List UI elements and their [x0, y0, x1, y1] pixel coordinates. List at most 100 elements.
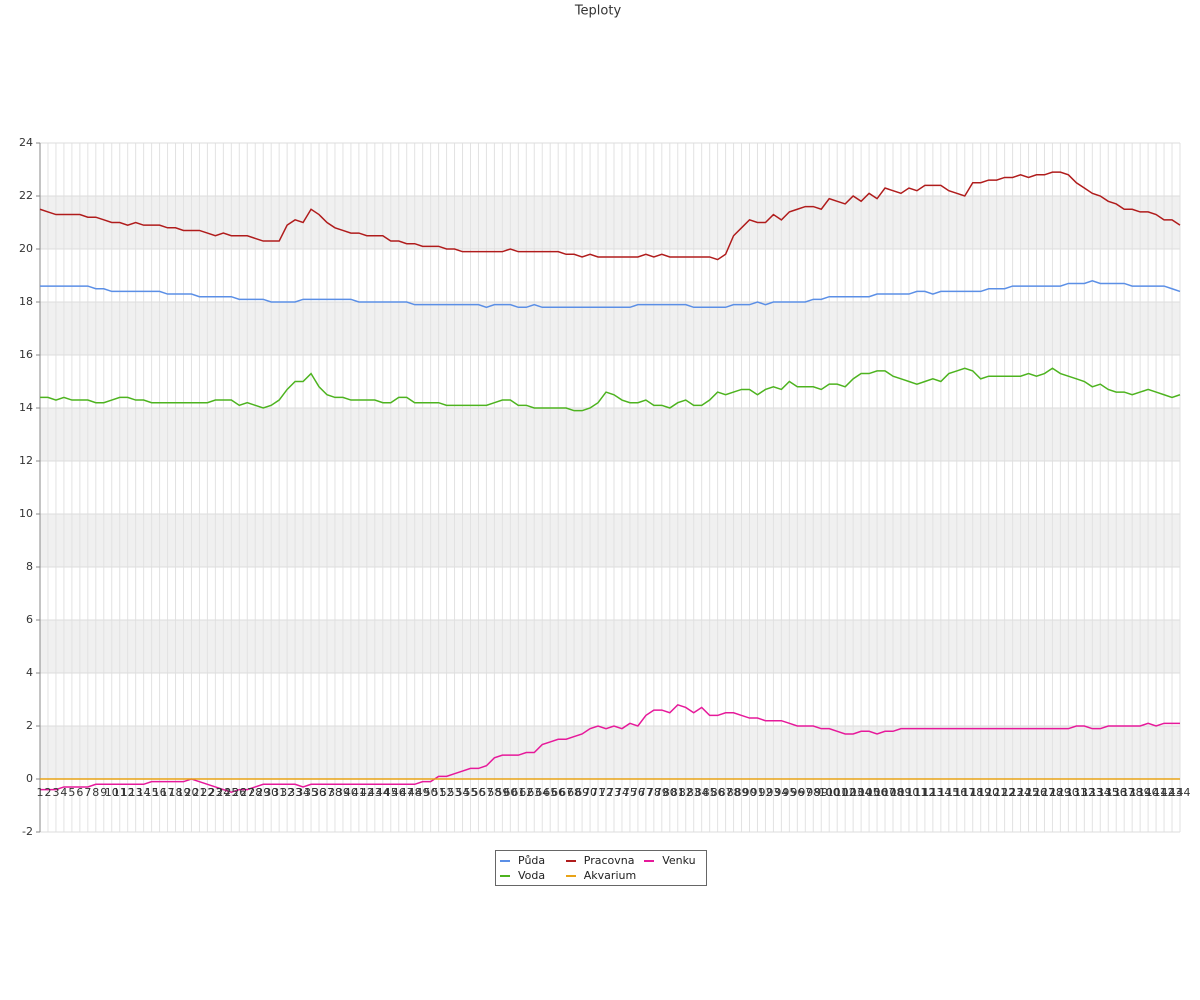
x-tick-label: 58 — [487, 786, 501, 799]
legend-swatch — [644, 859, 655, 862]
x-tick-label: 115 — [938, 786, 959, 799]
legend-swatch — [500, 859, 510, 862]
x-tick-label: 16 — [153, 786, 167, 799]
x-tick-label: 86 — [711, 786, 725, 799]
x-tick-label: 7 — [84, 786, 91, 799]
x-tick-label: 25 — [224, 786, 238, 799]
x-tick-label: 75 — [623, 786, 637, 799]
x-tick-label: 93 — [766, 786, 780, 799]
x-tick-label: 125 — [1018, 786, 1039, 799]
x-tick-label: 96 — [790, 786, 804, 799]
legend-label: Pracovna — [583, 854, 635, 867]
x-tick-label: 104 — [851, 786, 872, 799]
x-tick-label: 134 — [1090, 786, 1111, 799]
legend-item: Pracovna — [562, 853, 640, 868]
legend-swatch — [565, 859, 576, 862]
x-tick-label: 87 — [719, 786, 733, 799]
y-tick-label: 12 — [19, 454, 33, 467]
x-tick-label: 49 — [416, 786, 430, 799]
x-tick-label: 23 — [208, 786, 222, 799]
x-tick-label: 139 — [1130, 786, 1151, 799]
legend-label: Venku — [662, 854, 696, 867]
x-tick-label: 128 — [1042, 786, 1063, 799]
x-tick-label: 60 — [503, 786, 517, 799]
y-tick-label: 24 — [19, 136, 33, 149]
x-tick-label: 47 — [400, 786, 414, 799]
legend-item: Voda — [496, 868, 562, 883]
x-tick-label: 112 — [914, 786, 935, 799]
x-tick-label: 143 — [1162, 786, 1183, 799]
x-tick-label: 30 — [264, 786, 278, 799]
x-tick-label: 85 — [703, 786, 717, 799]
x-tick-label: 54 — [456, 786, 470, 799]
x-tick-label: 70 — [583, 786, 597, 799]
x-tick-label: 129 — [1050, 786, 1071, 799]
x-tick-label: 105 — [859, 786, 880, 799]
x-tick-label: 35 — [304, 786, 318, 799]
x-tick-label: 140 — [1138, 786, 1159, 799]
x-tick-label: 89 — [735, 786, 749, 799]
grid-band — [40, 514, 1180, 567]
x-tick-label: 68 — [567, 786, 581, 799]
x-tick-label: 78 — [647, 786, 661, 799]
x-tick-label: 36 — [312, 786, 326, 799]
x-tick-label: 3 — [52, 786, 59, 799]
legend-item: Akvarium — [562, 868, 640, 883]
x-tick-label: 141 — [1146, 786, 1167, 799]
x-tick-label: 102 — [835, 786, 856, 799]
legend: Půda Pracovna Venku Voda Akvarium — [495, 850, 707, 886]
x-tick-label: 63 — [527, 786, 541, 799]
x-tick-label: 120 — [978, 786, 999, 799]
series-line — [40, 280, 1181, 309]
x-tick-label: 108 — [883, 786, 904, 799]
x-tick-label: 10 — [105, 786, 119, 799]
y-tick-label: 14 — [19, 401, 33, 414]
y-tick-label: 2 — [26, 719, 33, 732]
x-tick-label: 24 — [216, 786, 230, 799]
x-tick-label: 113 — [922, 786, 943, 799]
x-tick-label: 114 — [930, 786, 951, 799]
x-tick-label: 144 — [1170, 786, 1191, 799]
x-tick-label: 71 — [591, 786, 605, 799]
x-tick-label: 127 — [1034, 786, 1055, 799]
x-tick-label: 101 — [827, 786, 848, 799]
x-tick-label: 81 — [671, 786, 685, 799]
legend-item: Půda — [496, 853, 562, 868]
y-tick-label: 4 — [26, 666, 33, 679]
legend-item: Venku — [640, 853, 706, 868]
y-tick-label: 20 — [19, 242, 33, 255]
x-tick-label: 110 — [898, 786, 919, 799]
grid-band — [40, 302, 1180, 355]
x-tick-label: 119 — [970, 786, 991, 799]
x-tick-label: 28 — [248, 786, 262, 799]
x-tick-label: 26 — [232, 786, 246, 799]
x-tick-label: 117 — [954, 786, 975, 799]
x-tick-label: 94 — [774, 786, 788, 799]
x-tick-label: 73 — [607, 786, 621, 799]
x-tick-label: 27 — [240, 786, 254, 799]
x-tick-label: 121 — [986, 786, 1007, 799]
x-tick-label: 8 — [92, 786, 99, 799]
x-tick-label: 116 — [946, 786, 967, 799]
x-tick-label: 136 — [1106, 786, 1127, 799]
x-tick-label: 55 — [463, 786, 477, 799]
x-tick-label: 130 — [1058, 786, 1079, 799]
x-tick-label: 2 — [44, 786, 51, 799]
x-tick-label: 124 — [1010, 786, 1031, 799]
x-tick-label: 123 — [1002, 786, 1023, 799]
x-tick-label: 1 — [37, 786, 44, 799]
x-tick-label: 45 — [384, 786, 398, 799]
x-tick-label: 57 — [479, 786, 493, 799]
x-tick-label: 4 — [60, 786, 67, 799]
grid-band — [40, 408, 1180, 461]
x-tick-label: 79 — [655, 786, 669, 799]
series-line — [40, 703, 1180, 794]
x-tick-label: 42 — [360, 786, 374, 799]
x-tick-label: 6 — [76, 786, 83, 799]
x-tick-label: 107 — [875, 786, 896, 799]
x-tick-label: 12 — [121, 786, 135, 799]
x-tick-label: 43 — [368, 786, 382, 799]
x-tick-label: 59 — [495, 786, 509, 799]
x-tick-label: 106 — [867, 786, 888, 799]
series-line — [39, 171, 1181, 261]
